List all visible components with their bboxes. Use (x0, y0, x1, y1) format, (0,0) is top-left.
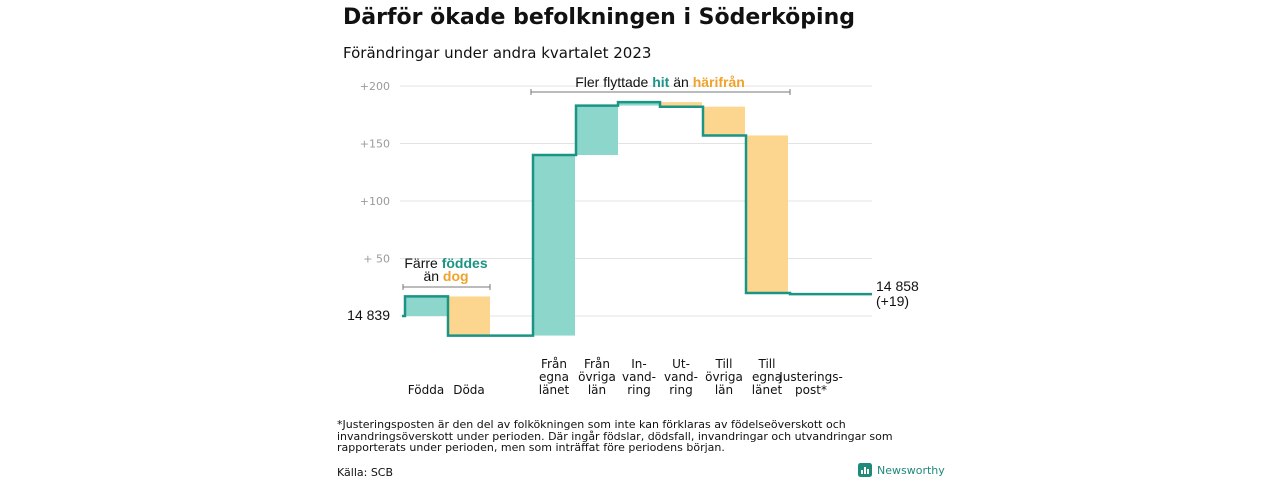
waterfall-bar-4 (576, 105, 618, 155)
y-tick-label-1: +100 (360, 195, 390, 208)
newsworthy-logo-icon (858, 463, 872, 477)
cumulative-step-line (402, 100, 872, 337)
category-label-4: Från övriga län (578, 357, 616, 397)
migration-annotation: Fler flyttade hit än härifrån (575, 74, 745, 90)
newsworthy-brand[interactable]: Newsworthy (858, 463, 945, 477)
births-annotation-line1: Färre föddes (404, 255, 487, 271)
births-annotation-line2: än dog (423, 268, 468, 284)
source-label: Källa: SCB (337, 466, 394, 479)
category-label-3: Från egna länet (539, 357, 570, 397)
waterfall-bar-5 (618, 102, 660, 106)
waterfall-bar-6 (660, 102, 702, 107)
waterfall-chart: + 50 +100 +150 +200 Födda Döda Från egna länet Fr… (347, 74, 919, 397)
bar-layer (405, 102, 788, 336)
y-tick-label-3: +200 (360, 80, 390, 93)
brand-name: Newsworthy (877, 463, 945, 477)
annotation-layer: Färre föddes än dog Fler flyttade hit än… (402, 74, 791, 290)
category-label-7: Till övriga län (705, 357, 743, 397)
category-label-8: Till egna länet (752, 357, 783, 397)
grid-layer (400, 85, 872, 317)
category-label-1: Födda (408, 383, 444, 397)
chart-title: Därför ökade befolkningen i Söderköping (343, 5, 855, 30)
category-label-6: Ut-vand-ring (664, 357, 698, 397)
waterfall-bar-1 (405, 296, 447, 316)
start-value-label: 14 839 (347, 307, 390, 323)
waterfall-bar-7 (703, 106, 745, 136)
waterfall-bar-2 (448, 296, 490, 336)
y-tick-label-0: + 50 (363, 253, 390, 266)
category-label-2: Döda (453, 383, 485, 397)
line-layer (402, 100, 872, 337)
y-tick-label-2: +150 (360, 138, 390, 151)
footnote: *Justeringsposten är den del av folkökni… (337, 418, 893, 454)
label-layer: + 50 +100 +150 +200 Födda Döda Från egna länet Fr… (347, 80, 919, 397)
category-label-5: In-vand-ring (622, 357, 656, 397)
end-value-label: 14 858 (+19) (876, 278, 919, 309)
category-label-9: Justerings-post* (778, 370, 843, 397)
waterfall-bar-8 (746, 135, 788, 293)
waterfall-bar-3 (533, 155, 575, 336)
chart-subtitle: Förändringar under andra kvartalet 2023 (343, 44, 652, 62)
